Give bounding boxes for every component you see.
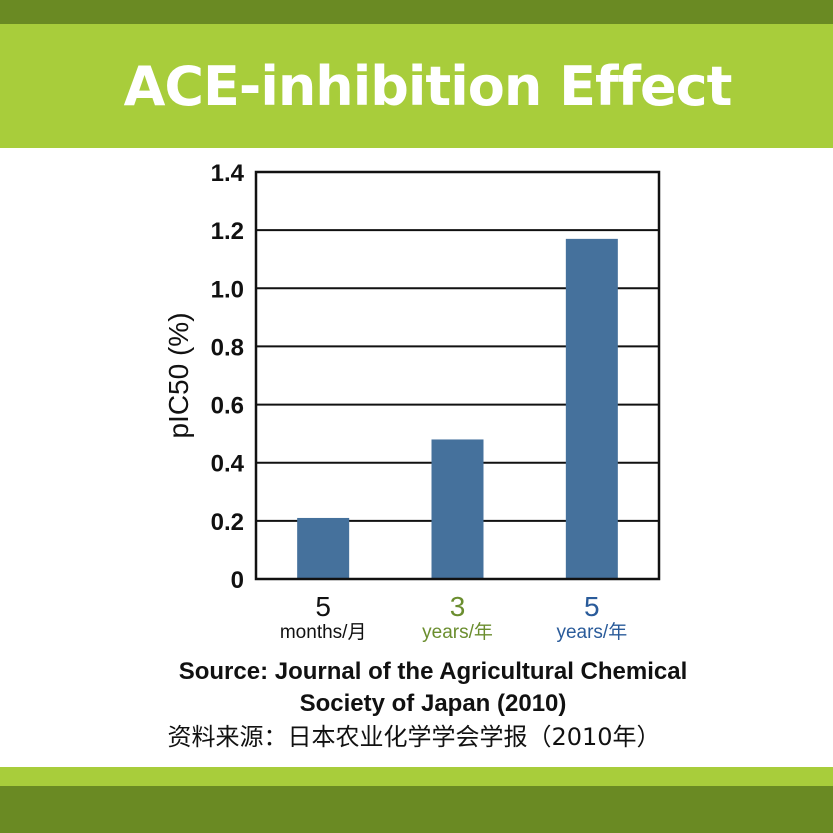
source-citation: Source: Journal of the Agricultural Chem… <box>0 656 833 754</box>
y-tick-label: 0.6 <box>211 393 244 420</box>
x-category-label: 5 months/月 <box>243 592 403 644</box>
bottom-light-band <box>0 767 833 786</box>
y-tick-label: 1.0 <box>211 276 244 303</box>
x-category-unit: years/年 <box>556 622 628 643</box>
x-category-label: 3 years/年 <box>378 592 538 644</box>
y-tick-label: 0 <box>231 567 244 594</box>
y-tick-label: 1.2 <box>211 218 244 245</box>
x-category-unit: months/月 <box>279 622 367 643</box>
x-category-number: 3 <box>449 591 466 622</box>
y-tick-label: 0.2 <box>211 509 244 536</box>
y-tick-label: 0.4 <box>211 451 245 478</box>
y-tick-label: 1.4 <box>211 160 245 187</box>
source-line-2: Society of Japan (2010) <box>299 690 567 717</box>
x-category-number: 5 <box>315 591 331 622</box>
page-title: ACE-inhibition Effect <box>123 54 733 118</box>
title-bar: ACE-inhibition Effect <box>0 24 833 148</box>
bar <box>565 238 618 579</box>
x-category-label: 5 years/年 <box>512 592 672 644</box>
source-line-1: Source: Journal of the Agricultural Chem… <box>178 658 688 685</box>
source-line-chinese: 资料来源：日本农业化学学会学报（2010年） <box>167 723 661 751</box>
bar-chart: 0 0.2 0.4 0.6 0.8 1.0 1.2 1.4 pIC50 (%) <box>163 160 661 594</box>
y-axis-label: pIC50 (%) <box>163 312 194 438</box>
x-category-number: 5 <box>584 591 600 622</box>
bottom-dark-band <box>0 786 833 833</box>
y-tick-label: 0.8 <box>211 334 244 361</box>
plot-frame <box>254 170 661 581</box>
bar <box>297 517 350 579</box>
bar <box>431 439 484 579</box>
x-category-unit: years/年 <box>422 622 493 643</box>
top-dark-band <box>0 0 833 24</box>
